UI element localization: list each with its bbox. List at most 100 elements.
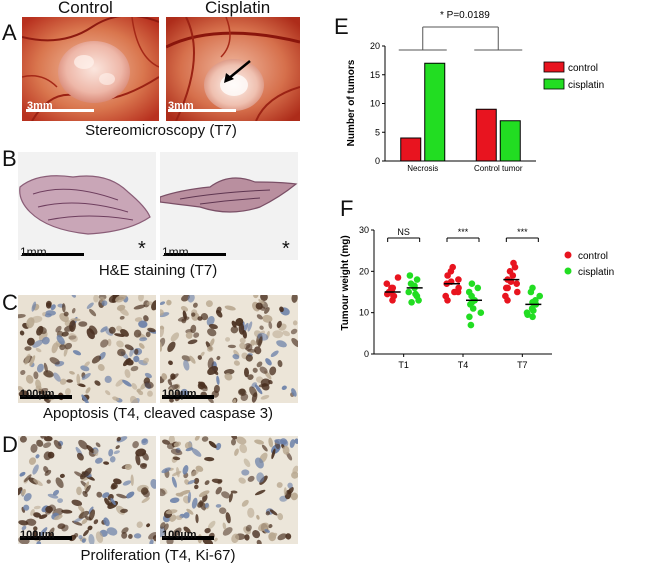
scale-label-c-right: 100µm — [162, 388, 197, 400]
cell-nucleus — [287, 486, 294, 495]
point-control — [513, 280, 520, 287]
bar-control-0 — [400, 137, 422, 162]
cell-nucleus — [292, 320, 298, 326]
cell-nucleus — [232, 398, 237, 403]
star-b-right: * — [282, 238, 290, 260]
cell-nucleus — [78, 439, 88, 450]
apoptosis-control-image — [18, 295, 156, 403]
cell-nucleus — [291, 295, 298, 303]
cell-nucleus — [84, 484, 91, 494]
cell-nucleus — [258, 336, 263, 348]
cell-nucleus — [43, 362, 48, 373]
cell-nucleus — [231, 533, 240, 544]
cell-nucleus — [291, 388, 297, 397]
cell-nucleus — [170, 448, 183, 456]
cell-nucleus — [87, 525, 93, 531]
cell-nucleus — [225, 337, 231, 342]
panel-label-b: B — [2, 146, 17, 171]
cell-nucleus — [223, 369, 235, 375]
cell-nucleus — [120, 508, 128, 514]
scale-label-c-left: 100µm — [20, 388, 55, 400]
cell-nucleus — [151, 300, 156, 311]
x-tick-label-e: Necrosis — [407, 164, 438, 173]
cell-nucleus — [204, 480, 210, 486]
scale-label-a-right: 3mm — [168, 100, 194, 112]
cell-nucleus — [269, 509, 278, 516]
cell-nucleus — [116, 340, 124, 348]
cell-nucleus — [81, 372, 91, 380]
scale-label-b-left: 1mm — [20, 245, 47, 259]
cell-nucleus — [76, 486, 82, 496]
cell-nucleus — [113, 478, 122, 485]
point-cisplatin — [465, 288, 473, 296]
legend-swatch-control-e — [543, 61, 565, 73]
proliferation-cisplatin-image — [160, 436, 298, 544]
cell-nucleus — [32, 339, 44, 348]
stereomicroscopy-control-image — [22, 17, 159, 121]
cell-nucleus — [33, 479, 43, 486]
cell-nucleus — [215, 504, 222, 508]
he-staining-control-image — [18, 152, 156, 260]
cell-nucleus — [89, 308, 97, 317]
scale-bar — [20, 536, 72, 540]
cell-nucleus — [64, 388, 71, 396]
bar-control-1 — [475, 108, 497, 162]
cell-nucleus — [207, 357, 214, 369]
cell-nucleus — [84, 481, 90, 491]
cell-nucleus — [195, 514, 199, 524]
point-cisplatin — [413, 276, 421, 283]
cell-nucleus — [281, 385, 287, 391]
cell-nucleus — [225, 512, 231, 524]
cell-nucleus — [224, 373, 233, 381]
cell-nucleus — [175, 515, 183, 521]
cell-nucleus — [191, 312, 196, 317]
cell-nucleus — [187, 479, 196, 485]
cell-nucleus — [194, 484, 199, 490]
x-tick-label-e: Control tumor — [474, 164, 523, 173]
cell-nucleus — [200, 351, 205, 357]
cell-nucleus — [269, 366, 277, 376]
cell-nucleus — [270, 350, 279, 358]
cell-nucleus — [259, 306, 266, 311]
cell-nucleus — [136, 521, 143, 528]
cell-nucleus — [182, 310, 187, 320]
cell-nucleus — [170, 332, 180, 342]
cell-nucleus — [33, 530, 38, 537]
cell-nucleus — [81, 394, 89, 403]
scale-label-a-left: 3mm — [27, 100, 53, 112]
cell-nucleus — [199, 500, 206, 511]
cell-nucleus — [130, 365, 139, 372]
cell-nucleus — [180, 388, 188, 397]
cell-nucleus — [124, 369, 131, 378]
cell-nucleus — [282, 445, 290, 455]
cell-nucleus — [83, 467, 92, 477]
cell-nucleus — [215, 442, 222, 451]
cell-nucleus — [224, 305, 236, 311]
cell-nucleus — [209, 338, 215, 347]
cell-nucleus — [45, 310, 56, 316]
cell-nucleus — [160, 526, 166, 538]
legend-label-cisplatin-f: cisplatin — [578, 267, 614, 278]
cell-nucleus — [254, 489, 266, 496]
cell-nucleus — [287, 482, 293, 489]
point-control — [390, 292, 398, 300]
cell-nucleus — [53, 514, 63, 521]
cell-nucleus — [216, 306, 222, 314]
cell-nucleus — [93, 295, 99, 303]
cell-nucleus — [206, 316, 215, 326]
cell-nucleus — [110, 497, 116, 506]
cell-nucleus — [108, 448, 114, 457]
cell-nucleus — [264, 529, 270, 533]
cell-nucleus — [24, 346, 32, 351]
cell-nucleus — [283, 487, 287, 496]
cell-nucleus — [232, 354, 240, 360]
cell-nucleus — [247, 348, 257, 353]
cell-nucleus — [120, 329, 129, 337]
cell-nucleus — [276, 482, 283, 488]
significance-bracket-e — [398, 26, 523, 51]
y-tick-label-e: 5 — [375, 127, 380, 137]
cell-nucleus — [149, 539, 154, 544]
cell-nucleus — [181, 295, 190, 302]
cell-nucleus — [234, 448, 239, 456]
cell-nucleus — [24, 474, 32, 483]
